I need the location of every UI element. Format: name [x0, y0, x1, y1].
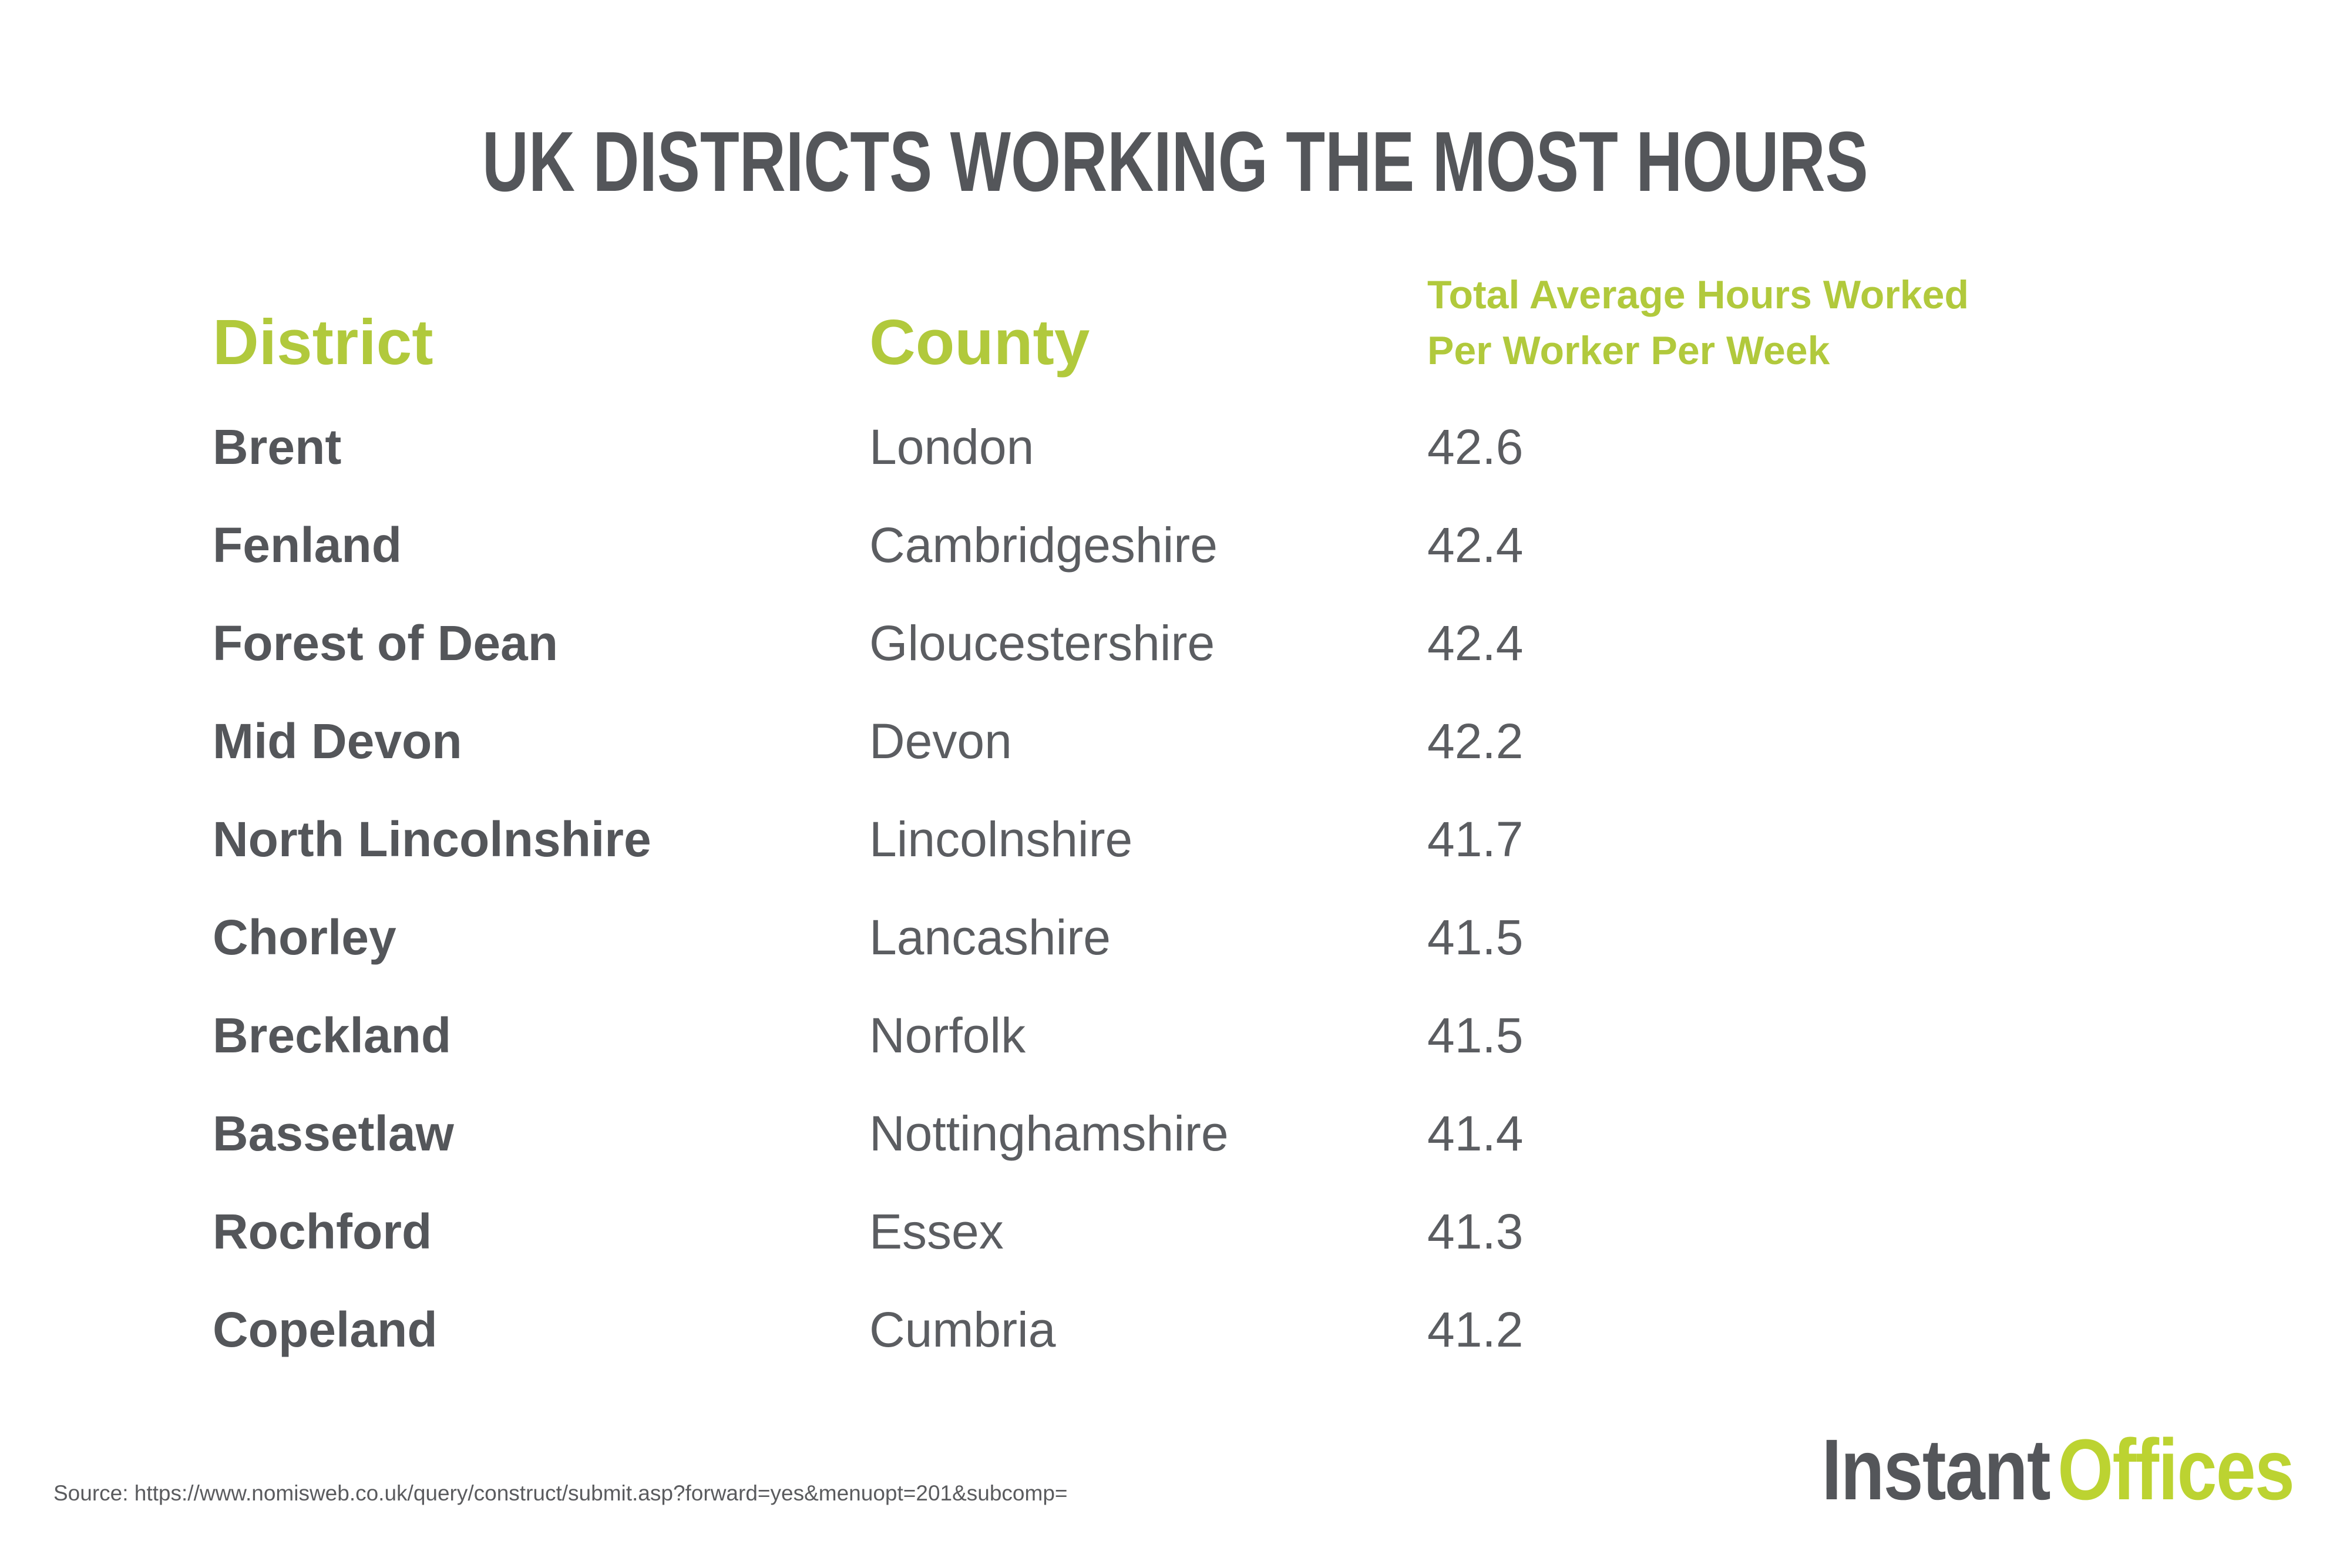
table-row: Bassetlaw Nottinghamshire 41.4: [0, 1085, 2350, 1183]
table-body: Brent London 42.6 Fenland Cambridgeshire…: [0, 398, 2350, 1379]
cell-county: Devon: [869, 714, 1012, 769]
cell-county: Cambridgeshire: [869, 517, 1218, 573]
column-header-district: District: [213, 307, 433, 378]
instant-offices-logo: InstantOffices: [1821, 1427, 2294, 1513]
table-row: Fenland Cambridgeshire 42.4: [0, 496, 2350, 594]
table-row: North Lincolnshire Lincolnshire 41.7: [0, 790, 2350, 889]
cell-district: Bassetlaw: [213, 1106, 454, 1161]
page-title-wrap: UK DISTRICTS WORKING THE MOST HOURS: [0, 119, 2350, 204]
cell-hours: 41.3: [1427, 1204, 1524, 1259]
cell-district: Forest of Dean: [213, 615, 559, 671]
cell-hours: 42.6: [1427, 419, 1524, 475]
cell-county: Nottinghamshire: [869, 1106, 1229, 1161]
cell-hours: 41.5: [1427, 910, 1524, 965]
cell-hours: 41.2: [1427, 1302, 1524, 1357]
column-header-hours-line2: Per Worker Per Week: [1427, 328, 1830, 373]
cell-hours: 42.4: [1427, 517, 1524, 573]
cell-hours: 42.2: [1427, 714, 1524, 769]
logo-instant: Instant: [1821, 1422, 2050, 1518]
cell-county: Gloucestershire: [869, 615, 1215, 671]
cell-county: Lincolnshire: [869, 812, 1133, 867]
table-row: Rochford Essex 41.3: [0, 1183, 2350, 1281]
cell-county: Essex: [869, 1204, 1004, 1259]
table-row: Forest of Dean Gloucestershire 42.4: [0, 594, 2350, 692]
cell-district: Fenland: [213, 517, 402, 573]
cell-district: Brent: [213, 419, 342, 475]
table-row: Brent London 42.6: [0, 398, 2350, 496]
logo-offices: Offices: [2057, 1422, 2295, 1518]
cell-district: Rochford: [213, 1204, 432, 1259]
cell-district: Breckland: [213, 1008, 452, 1063]
cell-hours: 41.4: [1427, 1106, 1524, 1161]
cell-district: Mid Devon: [213, 714, 462, 769]
page-title: UK DISTRICTS WORKING THE MOST HOURS: [482, 114, 1868, 209]
column-header-hours-line1: Total Average Hours Worked: [1427, 272, 1969, 317]
cell-district: Chorley: [213, 910, 396, 965]
cell-hours: 42.4: [1427, 615, 1524, 671]
table-row: Mid Devon Devon 42.2: [0, 692, 2350, 790]
cell-county: Cumbria: [869, 1302, 1056, 1357]
table-row: Copeland Cumbria 41.2: [0, 1281, 2350, 1379]
cell-hours: 41.5: [1427, 1008, 1524, 1063]
cell-county: Norfolk: [869, 1008, 1026, 1063]
table-row: Chorley Lancashire 41.5: [0, 889, 2350, 987]
table-row: Breckland Norfolk 41.5: [0, 987, 2350, 1085]
column-header-hours: Total Average Hours Worked Per Worker Pe…: [1427, 267, 1969, 379]
source-text: Source: https://www.nomisweb.co.uk/query…: [53, 1481, 1068, 1505]
column-header-county: County: [869, 307, 1090, 378]
cell-hours: 41.7: [1427, 812, 1524, 867]
cell-district: Copeland: [213, 1302, 438, 1357]
cell-district: North Lincolnshire: [213, 812, 651, 867]
cell-county: Lancashire: [869, 910, 1111, 965]
cell-county: London: [869, 419, 1034, 475]
